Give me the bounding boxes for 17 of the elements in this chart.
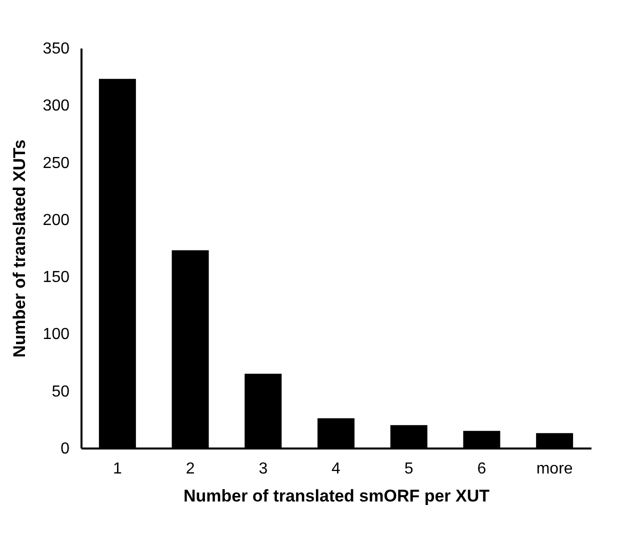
- y-tick-label: 350: [42, 40, 70, 58]
- x-tick-label: 1: [112, 460, 122, 478]
- x-tick-label: 3: [258, 460, 268, 478]
- y-tick-label: 50: [52, 383, 70, 400]
- x-tick-label: more: [536, 460, 573, 478]
- y-tick-label: 300: [42, 98, 70, 115]
- y-tick-label: 250: [42, 154, 70, 172]
- y-tick-label: 100: [42, 326, 70, 344]
- y-tick-label: 150: [42, 269, 70, 286]
- y-tick-label: 0: [60, 440, 70, 458]
- y-axis-title: Number of translated XUTs: [10, 140, 29, 358]
- x-tick-label: 2: [186, 460, 195, 478]
- x-tick-label: 4: [332, 460, 341, 478]
- x-tick-label: 5: [404, 460, 414, 478]
- x-axis-title: Number of translated smORF per XUT: [183, 486, 490, 506]
- y-tick-label: 200: [42, 212, 70, 229]
- x-tick-label: 6: [477, 460, 486, 478]
